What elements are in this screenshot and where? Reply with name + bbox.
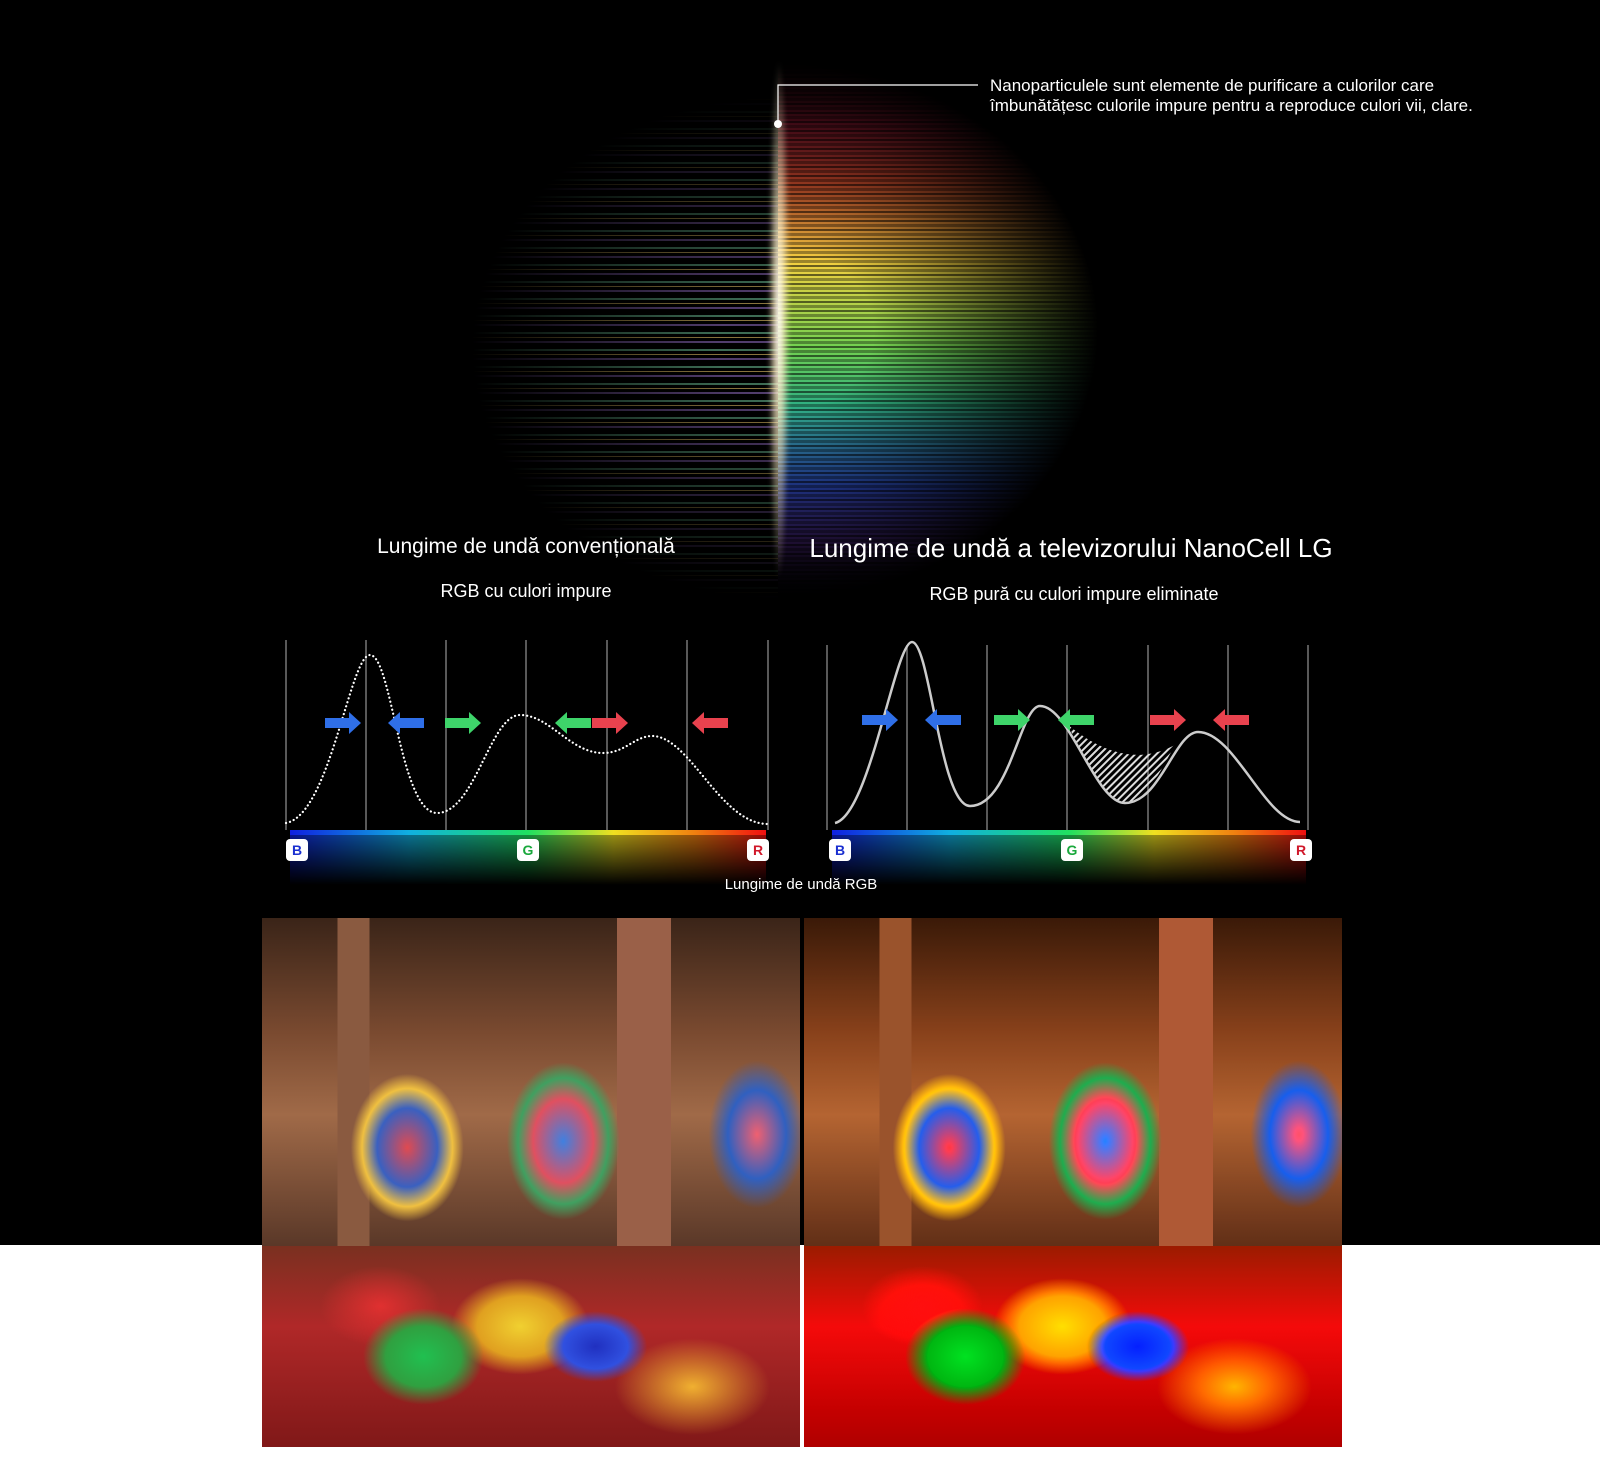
- badge-g: G: [517, 839, 539, 861]
- spectrum-bar: [290, 830, 766, 835]
- wavelength-charts: B G R B G R: [284, 640, 1312, 885]
- impure-color-hatch: [1068, 725, 1175, 803]
- red-arrow-left: [692, 712, 728, 734]
- mosque-arches: [804, 918, 1342, 1246]
- badge-r: R: [747, 839, 769, 861]
- svg-text:B: B: [835, 842, 845, 858]
- svg-text:G: G: [523, 842, 534, 858]
- nanocell-light-burst: [778, 40, 1098, 600]
- spectrum-bar: [832, 830, 1306, 835]
- grid-lines: [826, 645, 1309, 830]
- blue-arrow-right: [325, 712, 361, 734]
- nanocell-mosque-photo: [804, 918, 1342, 1447]
- red-arrow-right: [592, 712, 628, 734]
- svg-text:G: G: [1067, 842, 1078, 858]
- badge-g: G: [1061, 839, 1083, 861]
- annotation-leader: [774, 84, 978, 128]
- conventional-curve: [284, 653, 770, 826]
- grid-lines: [285, 640, 769, 830]
- mosque-arches: [262, 918, 800, 1246]
- green-arrow-left: [1058, 709, 1094, 731]
- mosque-floor: [804, 1245, 1342, 1447]
- svg-text:R: R: [1296, 842, 1306, 858]
- conventional-mosque-photo: [262, 918, 800, 1447]
- nanoparticle-glow: [768, 60, 790, 580]
- conventional-light-burst: [470, 40, 778, 600]
- annotation-dot: [774, 120, 782, 128]
- badge-b: B: [829, 839, 851, 861]
- conventional-subtitle: RGB cu culori impure: [440, 581, 612, 601]
- nanocell-subtitle: RGB pură cu culori impure eliminate: [929, 584, 1219, 604]
- red-arrow-right: [1150, 709, 1186, 731]
- badge-r: R: [1290, 839, 1312, 861]
- svg-text:B: B: [292, 842, 302, 858]
- blue-arrow-left: [388, 712, 424, 734]
- svg-text:R: R: [753, 842, 763, 858]
- blue-arrow-left: [925, 709, 961, 731]
- green-arrow-right: [445, 712, 481, 734]
- rgb-wavelength-label: Lungime de undă RGB: [724, 876, 878, 893]
- badge-b: B: [286, 839, 308, 861]
- red-arrow-left: [1213, 709, 1249, 731]
- annotation-line-1: Nanoparticulele sunt elemente de purific…: [990, 76, 1435, 95]
- nanocell-curve: [834, 640, 1301, 825]
- conventional-title: Lungime de undă convențională: [377, 535, 675, 558]
- nanocell-title: Lungime de undă a televizorului NanoCell…: [809, 533, 1333, 563]
- annotation-line-2: îmbunătățesc culorile impure pentru a re…: [990, 96, 1473, 115]
- mosque-floor: [262, 1245, 800, 1447]
- green-arrow-left: [555, 712, 591, 734]
